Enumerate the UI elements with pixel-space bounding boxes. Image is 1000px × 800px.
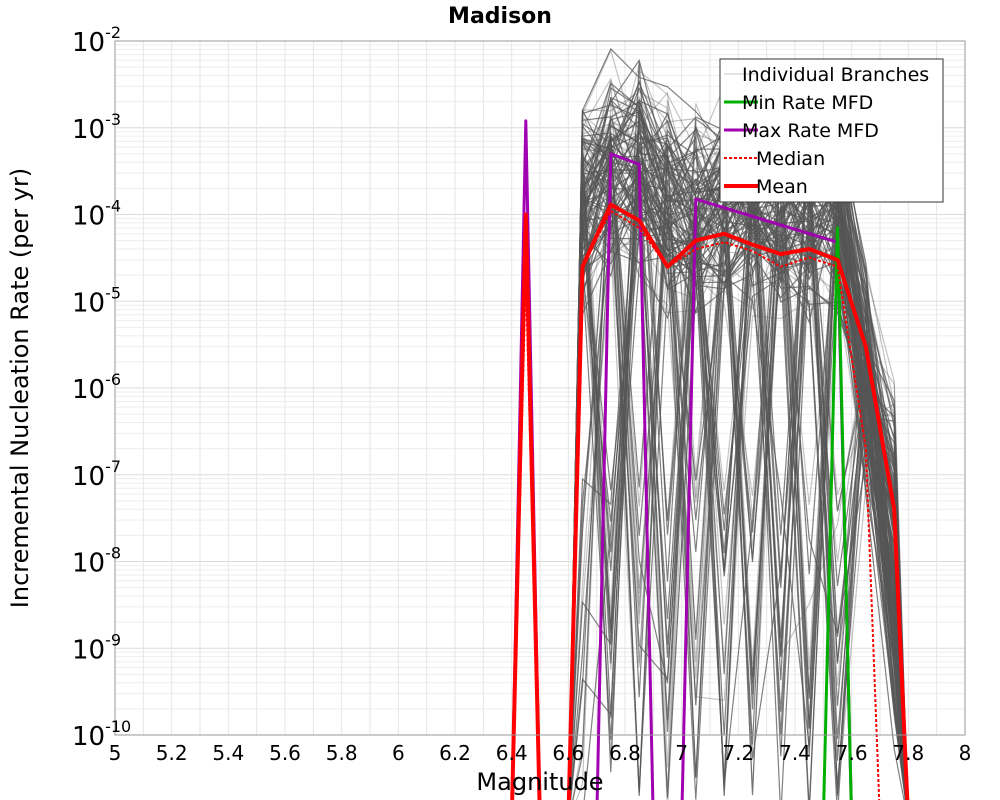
x-tick-label: 8 bbox=[959, 741, 972, 765]
branch-line bbox=[568, 204, 908, 800]
legend-label: Mean bbox=[756, 176, 808, 198]
y-tick-label: 10-10 bbox=[72, 717, 131, 752]
y-tick-label: 10-7 bbox=[72, 457, 121, 492]
legend: Individual Branches Min Rate MFD Max Rate … bbox=[719, 58, 944, 203]
y-axis-ticks: 10-10 10-9 10-8 10-7 10-6 10-5 10-4 10-3 10-2 bbox=[72, 23, 131, 752]
x-tick-label: 6.4 bbox=[496, 741, 528, 765]
legend-label: Max Rate MFD bbox=[742, 120, 879, 142]
branch-line bbox=[568, 171, 908, 800]
x-tick-label: 5 bbox=[109, 741, 122, 765]
x-tick-label: 7.6 bbox=[836, 741, 868, 765]
branch-line bbox=[568, 201, 908, 800]
legend-label: Median bbox=[756, 148, 825, 170]
x-tick-label: 5.4 bbox=[212, 741, 244, 765]
x-tick-label: 6.2 bbox=[439, 741, 471, 765]
x-tick-label: 7 bbox=[675, 741, 688, 765]
branch-line bbox=[568, 166, 908, 800]
plot-frame bbox=[114, 40, 966, 736]
x-tick-label: 7.8 bbox=[892, 741, 924, 765]
y-tick-label: 10-8 bbox=[72, 544, 121, 579]
branch-line bbox=[568, 198, 908, 800]
x-tick-label: 5.8 bbox=[326, 741, 358, 765]
legend-label: Min Rate MFD bbox=[742, 92, 873, 114]
branch-line bbox=[568, 198, 908, 800]
series-layer bbox=[510, 119, 910, 800]
x-tick-label: 5.2 bbox=[156, 741, 188, 765]
branch-line bbox=[568, 152, 907, 800]
x-axis-label: Magnitude bbox=[476, 768, 603, 796]
x-tick-label: 5.6 bbox=[269, 741, 301, 765]
x-tick-label: 6.8 bbox=[609, 741, 641, 765]
x-tick-label: 6.6 bbox=[552, 741, 584, 765]
series-mean bbox=[510, 202, 910, 800]
x-tick-label: 7.2 bbox=[722, 741, 754, 765]
y-tick-label: 10-9 bbox=[72, 630, 121, 665]
y-tick-label: 10-3 bbox=[72, 110, 121, 145]
y-tick-label: 10-6 bbox=[72, 370, 121, 405]
y-tick-label: 10-4 bbox=[72, 197, 121, 232]
x-tick-label: 7.4 bbox=[779, 741, 811, 765]
branch-line bbox=[568, 179, 908, 800]
chart-title: Madison bbox=[448, 4, 552, 29]
y-axis-label: Incremental Nucleation Rate (per yr) bbox=[6, 168, 34, 608]
legend-label: Individual Branches bbox=[742, 64, 929, 86]
branch-line bbox=[568, 82, 908, 800]
branch-line bbox=[583, 111, 908, 800]
y-tick-label: 10-5 bbox=[72, 283, 121, 318]
series-median bbox=[511, 209, 881, 800]
x-axis-ticks: 5 5.2 5.4 5.6 5.8 6 6.2 6.4 6.6 6.8 7 7.2 7.4 7.6 7.8 8 bbox=[109, 741, 972, 765]
x-tick-label: 6 bbox=[392, 741, 405, 765]
branch-line bbox=[568, 190, 908, 800]
branch-line bbox=[568, 163, 907, 800]
y-tick-label: 10-2 bbox=[72, 23, 121, 58]
series-min-rate-mfd bbox=[822, 226, 853, 800]
